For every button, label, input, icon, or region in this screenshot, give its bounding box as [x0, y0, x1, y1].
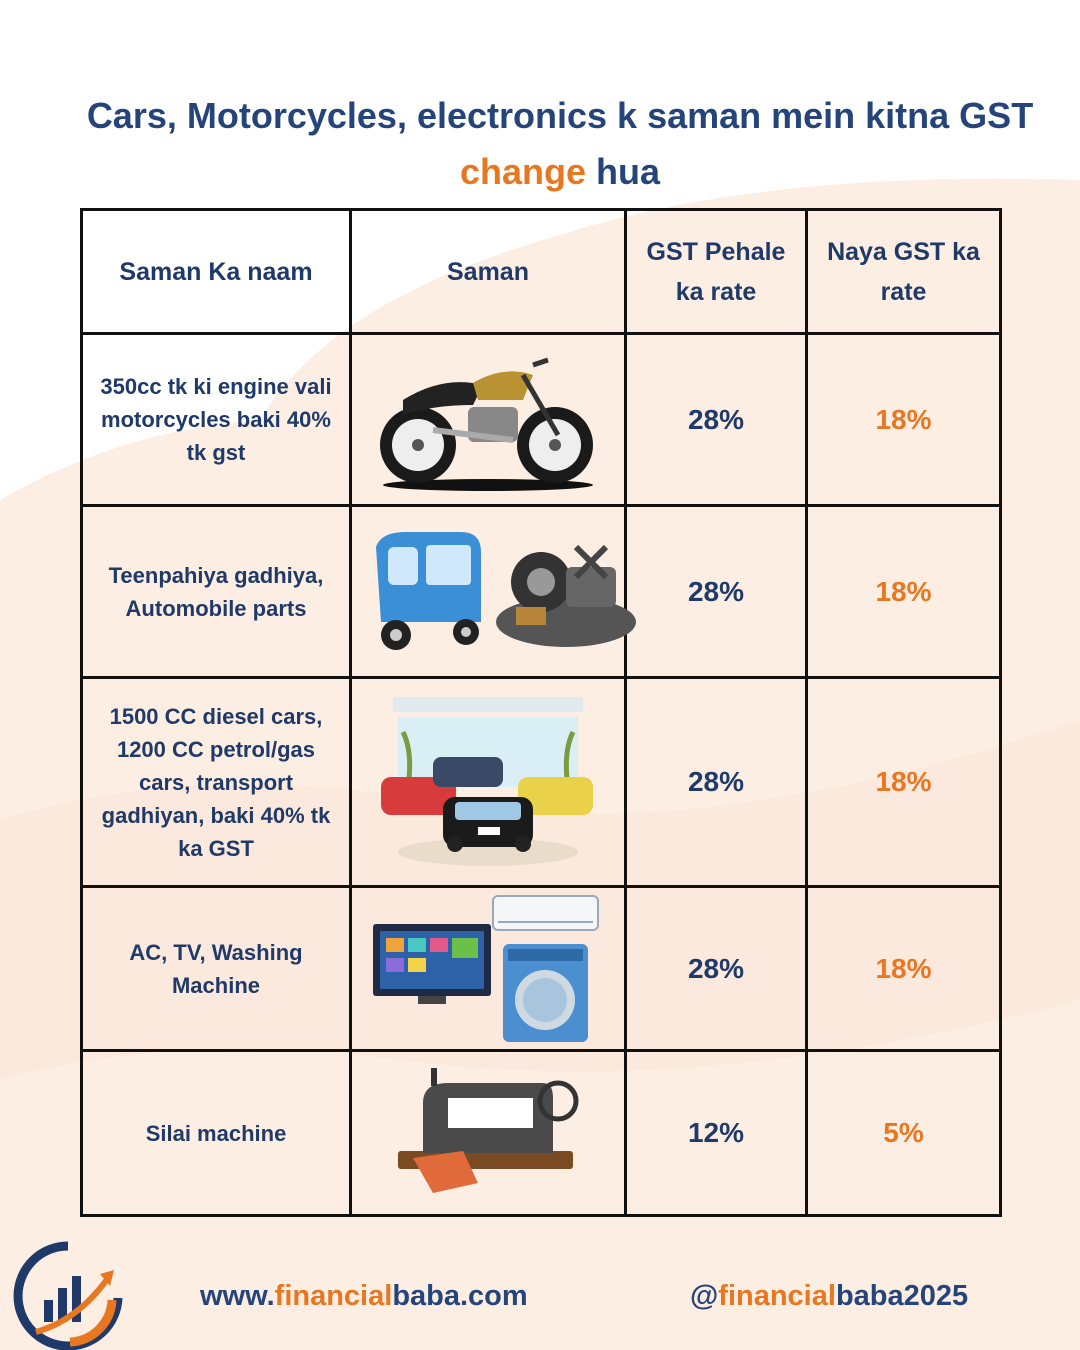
table-row: AC, TV, Washing Machine 28% 18% — [80, 885, 1002, 1052]
old-rate: 28% — [624, 332, 808, 507]
footer: www.financialbaba.com @financialbaba2025 — [0, 1240, 1080, 1350]
handle-prefix: @ — [690, 1280, 719, 1312]
page-title: Cars, Motorcycles, electronics k saman m… — [40, 88, 1080, 200]
item-image — [349, 885, 627, 1052]
table-header-row: Saman Ka naam Saman GST Pehale ka rate N… — [80, 208, 1002, 335]
item-name: 1500 CC diesel cars, 1200 CC petrol/gas … — [80, 676, 352, 888]
header-new-rate: Naya GST ka rate — [805, 208, 1002, 335]
title-line-2: change hua — [40, 144, 1080, 200]
new-rate: 18% — [805, 885, 1002, 1052]
new-rate: 18% — [805, 676, 1002, 888]
old-rate: 28% — [624, 504, 808, 679]
item-image — [349, 1049, 627, 1217]
item-name: AC, TV, Washing Machine — [80, 885, 352, 1052]
table-row: 1500 CC diesel cars, 1200 CC petrol/gas … — [80, 676, 1002, 888]
title-rest: hua — [586, 151, 661, 192]
table-row: Teenpahiya gadhiya, Automobile parts 28%… — [80, 504, 1002, 679]
table-row: Silai machine 12% 5% — [80, 1049, 1002, 1217]
site-rest: baba.com — [392, 1280, 528, 1312]
financialbaba-logo-icon — [13, 1241, 123, 1350]
new-rate: 18% — [805, 332, 1002, 507]
title-highlight: change — [459, 151, 587, 192]
title-line-1: Cars, Motorcycles, electronics k saman m… — [86, 95, 1034, 136]
header-item-name: Saman Ka naam — [80, 208, 352, 335]
gst-rate-table: Saman Ka naam Saman GST Pehale ka rate N… — [80, 208, 1002, 1217]
handle-rest: baba2025 — [835, 1280, 969, 1312]
site-highlight: financial — [274, 1280, 393, 1312]
item-name: Teenpahiya gadhiya, Automobile parts — [80, 504, 352, 679]
item-name: 350cc tk ki engine vali motorcycles baki… — [80, 332, 352, 507]
item-name: Silai machine — [80, 1049, 352, 1217]
sewing-machine-icon — [398, 1068, 579, 1193]
new-rate: 18% — [805, 504, 1002, 679]
item-image — [349, 332, 627, 507]
table-row: 350cc tk ki engine vali motorcycles baki… — [80, 332, 1002, 507]
car-showroom-icon — [381, 697, 593, 866]
item-image — [349, 504, 636, 679]
header-old-rate: GST Pehale ka rate — [624, 208, 808, 335]
old-rate: 12% — [624, 1049, 808, 1217]
old-rate: 28% — [624, 885, 808, 1052]
website-link[interactable]: www.financialbaba.com — [200, 1280, 528, 1313]
old-rate: 28% — [624, 676, 808, 888]
handle-highlight: financial — [718, 1280, 836, 1312]
social-handle[interactable]: @financialbaba2025 — [690, 1280, 968, 1313]
site-prefix: www. — [200, 1280, 275, 1312]
appliances-icon — [373, 894, 599, 1042]
item-image — [349, 676, 627, 888]
header-item-image: Saman — [349, 208, 627, 335]
motorcycle-icon — [380, 357, 593, 491]
auto-rickshaw-and-parts-icon — [376, 531, 636, 650]
new-rate: 5% — [805, 1049, 1002, 1217]
